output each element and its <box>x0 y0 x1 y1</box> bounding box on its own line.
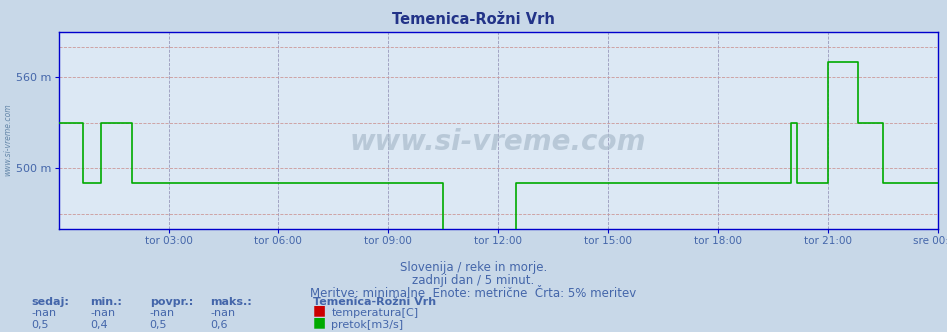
Text: www.si-vreme.com: www.si-vreme.com <box>3 103 12 176</box>
Text: www.si-vreme.com: www.si-vreme.com <box>349 128 647 156</box>
Text: -nan: -nan <box>90 308 116 318</box>
Text: maks.:: maks.: <box>210 297 252 307</box>
Text: -nan: -nan <box>31 308 57 318</box>
Text: Slovenija / reke in morje.: Slovenija / reke in morje. <box>400 261 547 274</box>
Text: -nan: -nan <box>150 308 175 318</box>
Text: pretok[m3/s]: pretok[m3/s] <box>331 320 403 330</box>
Text: ■: ■ <box>313 303 326 317</box>
Text: min.:: min.: <box>90 297 122 307</box>
Text: temperatura[C]: temperatura[C] <box>331 308 419 318</box>
Text: Meritve: minimalne  Enote: metrične  Črta: 5% meritev: Meritve: minimalne Enote: metrične Črta:… <box>311 287 636 300</box>
Text: zadnji dan / 5 minut.: zadnji dan / 5 minut. <box>412 274 535 287</box>
Text: 0,6: 0,6 <box>210 320 227 330</box>
Text: povpr.:: povpr.: <box>150 297 193 307</box>
Text: 0,5: 0,5 <box>150 320 167 330</box>
Text: Temenica-Rožni Vrh: Temenica-Rožni Vrh <box>313 297 436 307</box>
Text: 0,5: 0,5 <box>31 320 48 330</box>
Text: 0,4: 0,4 <box>90 320 108 330</box>
Text: Temenica-Rožni Vrh: Temenica-Rožni Vrh <box>392 12 555 27</box>
Text: -nan: -nan <box>210 308 236 318</box>
Text: ■: ■ <box>313 315 326 329</box>
Text: sedaj:: sedaj: <box>31 297 69 307</box>
